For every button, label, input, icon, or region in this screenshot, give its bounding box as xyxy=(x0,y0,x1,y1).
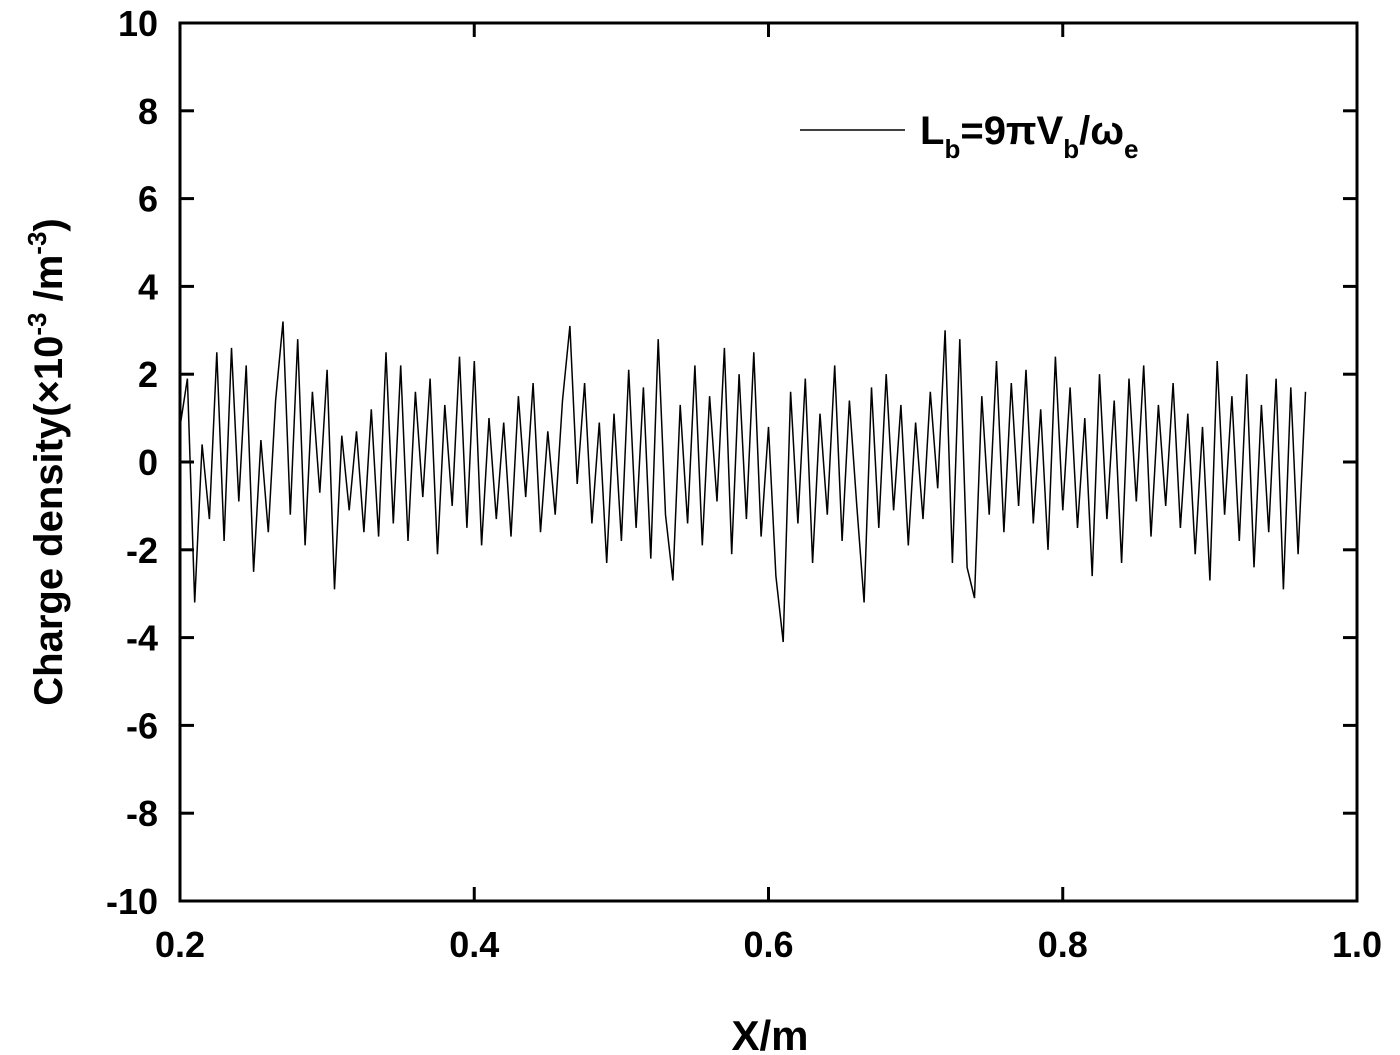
y-label-part: Charge density(×10 xyxy=(27,336,71,706)
legend-subscript: e xyxy=(1124,134,1138,164)
y-tick-label: 8 xyxy=(138,91,158,132)
y-tick-label: 6 xyxy=(138,179,158,220)
x-axis-label: X/m xyxy=(731,1012,808,1055)
y-tick-label: -8 xyxy=(126,793,158,834)
y-tick-label: 2 xyxy=(138,354,158,395)
y-label-sup: -3 xyxy=(22,232,52,255)
y-tick-label: 10 xyxy=(118,3,158,44)
y-tick-label: 4 xyxy=(138,266,158,307)
y-tick-label: -10 xyxy=(106,881,158,922)
legend-part: =9πV xyxy=(960,109,1063,153)
y-label-part: /m xyxy=(27,255,71,313)
y-tick-label: -2 xyxy=(126,530,158,571)
y-tick-label: 0 xyxy=(138,442,158,483)
data-line xyxy=(179,321,1307,643)
y-label-part: ) xyxy=(27,218,71,231)
x-tick-label: 0.8 xyxy=(1038,924,1088,965)
y-axis-label: Charge density(×10-3 /m-3) xyxy=(22,218,71,706)
x-tick-label: 1.0 xyxy=(1332,924,1382,965)
legend-subscript: b xyxy=(944,134,960,164)
y-tick-label: -6 xyxy=(126,705,158,746)
x-tick-label: 0.2 xyxy=(155,924,205,965)
x-tick-label: 0.4 xyxy=(449,924,499,965)
x-tick-label: 0.6 xyxy=(743,924,793,965)
legend-part: L xyxy=(920,109,944,153)
plot-frame xyxy=(178,21,1359,903)
y-label-sup: -3 xyxy=(22,312,52,335)
legend-label: Lb=9πVb/ωe xyxy=(920,109,1139,164)
legend-part: /ω xyxy=(1079,109,1124,153)
y-tick-label: -4 xyxy=(126,618,158,659)
legend-subscript: b xyxy=(1063,134,1079,164)
